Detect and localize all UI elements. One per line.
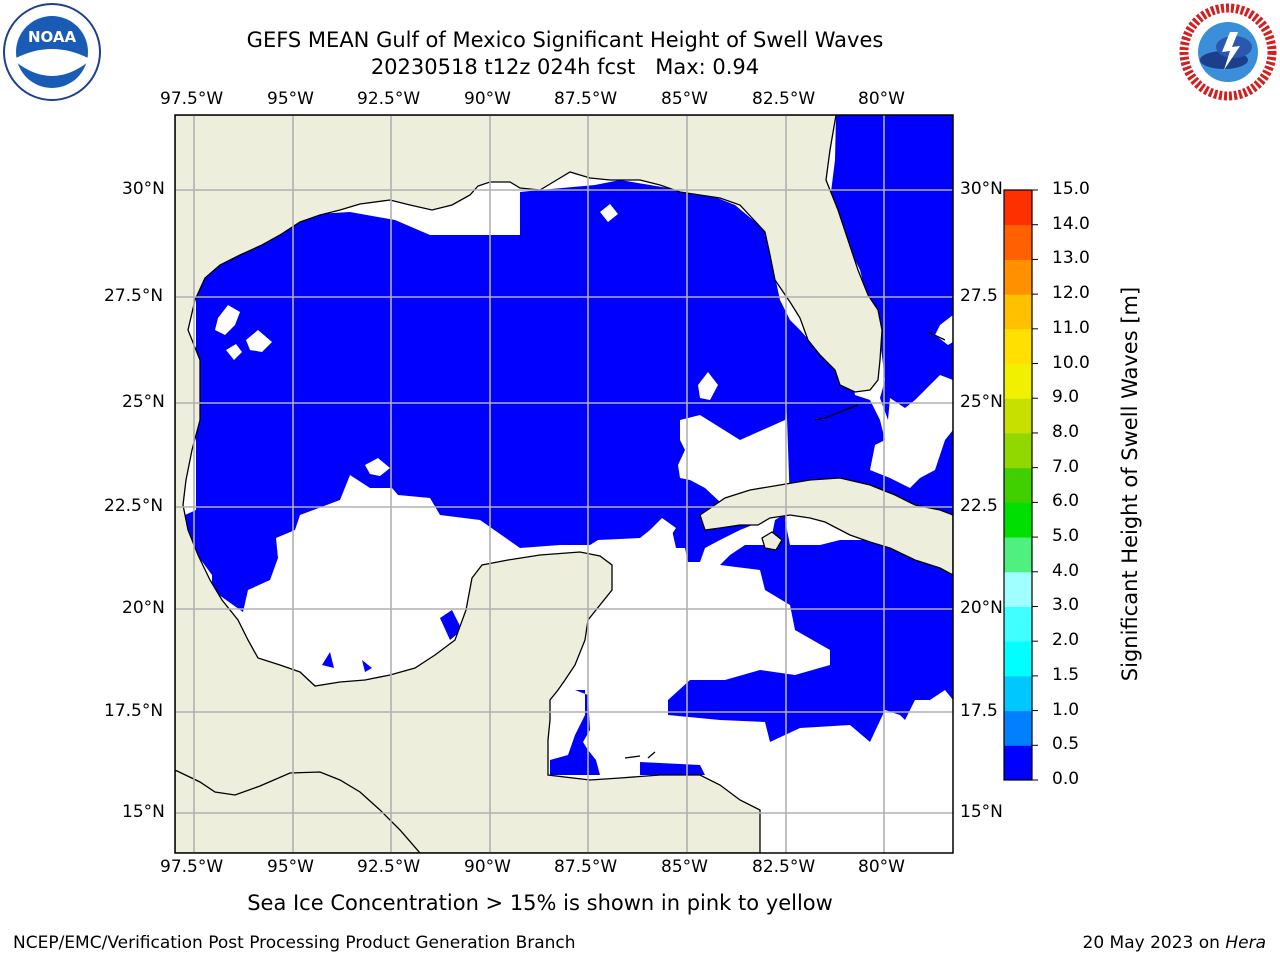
lon-label: 80°W [858, 89, 905, 109]
colorbar-segment [1004, 710, 1032, 746]
lon-label: 95°W [267, 857, 314, 877]
colorbar-tick-label: 8.0 [1052, 421, 1080, 442]
lat-label-right: 15°N [960, 802, 1003, 822]
footer-branch: NCEP/EMC/Verification Post Processing Pr… [13, 933, 576, 953]
lat-label-right: 20°N [960, 598, 1003, 618]
lat-label: 15°N [122, 802, 165, 822]
colorbar-segment [1004, 745, 1032, 781]
lon-label: 95°W [267, 89, 314, 109]
lon-label: 97.5°W [160, 89, 224, 109]
colorbar-tick-label: 11.0 [1052, 317, 1090, 338]
lon-label: 90°W [464, 857, 511, 877]
map-subtitle: 20230518 t12z 024h fcst Max: 0.94 [370, 55, 760, 79]
colorbar-tick-label: 9.0 [1052, 387, 1080, 408]
lat-label: 27.5°N [104, 286, 164, 306]
footer-machine: Hera [1225, 933, 1266, 953]
lon-label: 80°W [858, 857, 905, 877]
colorbar-tick-label: 10.0 [1052, 352, 1090, 373]
footer-date-text: 20 May 2023 on [1082, 933, 1226, 953]
colorbar-segment [1004, 328, 1032, 365]
lat-label-right: 30°N [960, 179, 1003, 199]
lon-label: 97.5°W [160, 857, 224, 877]
colorbar-frame [1003, 189, 1033, 781]
colorbar-tick-label: 13.0 [1052, 248, 1090, 269]
colorbar-label: Significant Height of Swell Waves [m] [1118, 286, 1142, 682]
lon-label: 85°W [661, 857, 708, 877]
colorbar-tick-label: 6.0 [1052, 491, 1080, 512]
colorbar-tick-label: 0.5 [1052, 734, 1080, 755]
lon-label: 87.5°W [554, 89, 618, 109]
graticule [175, 115, 953, 853]
lon-label: 85°W [661, 89, 708, 109]
lat-label: 22.5°N [104, 496, 164, 516]
colorbar-segment [1004, 259, 1032, 295]
colorbar-segment [1004, 467, 1032, 503]
colorbar [1003, 189, 1038, 781]
noaa-logo-text: NOAA [28, 28, 77, 46]
colorbar-tick-label: 12.0 [1052, 283, 1090, 304]
colorbar-tick-label: 1.5 [1052, 664, 1080, 685]
lon-label: 82.5°W [752, 857, 816, 877]
colorbar-segment [1004, 502, 1032, 538]
lat-label-right: 17.5 [960, 701, 998, 721]
colorbar-tick-label: 0.0 [1052, 769, 1080, 789]
land-masses [175, 115, 953, 853]
lat-label: 30°N [122, 179, 165, 199]
colorbar-segment [1004, 537, 1032, 573]
lat-label-right: 27.5 [960, 286, 998, 306]
noaa-logo: NOAA [3, 3, 101, 101]
colorbar-segment [1004, 398, 1032, 434]
lat-label: 20°N [122, 598, 165, 618]
map-frame [174, 114, 954, 854]
colorbar-tick-label: 1.0 [1052, 699, 1080, 720]
colorbar-tick-label: 7.0 [1052, 456, 1080, 477]
lon-label: 90°W [464, 89, 511, 109]
colorbar-segment [1004, 294, 1032, 330]
lat-label-right: 25°N [960, 392, 1003, 412]
map-title: GEFS MEAN Gulf of Mexico Significant Hei… [246, 28, 884, 52]
lat-label: 17.5°N [104, 701, 164, 721]
lat-label: 25°N [122, 392, 165, 412]
lon-label: 87.5°W [554, 857, 618, 877]
colorbar-segment [1004, 432, 1032, 469]
lon-label: 82.5°W [752, 89, 816, 109]
colorbar-tick-label: 5.0 [1052, 526, 1080, 547]
colorbar-segment [1004, 224, 1032, 260]
colorbar-tick-label: 4.0 [1052, 560, 1080, 581]
colorbar-tick-label: 2.0 [1052, 630, 1080, 651]
national-weather-service-logo [1179, 3, 1277, 101]
colorbar-segment [1004, 571, 1032, 607]
colorbar-segment [1004, 675, 1032, 712]
lon-label: 92.5°W [357, 857, 421, 877]
colorbar-segment [1004, 641, 1032, 677]
colorbar-tick-label: 3.0 [1052, 595, 1080, 616]
sea-ice-note: Sea Ice Concentration > 15% is shown in … [247, 891, 833, 915]
colorbar-tick-label: 15.0 [1052, 179, 1090, 199]
lat-label-right: 22.5 [960, 496, 998, 516]
colorbar-tick-label: 14.0 [1052, 213, 1090, 234]
colorbar-segment [1004, 190, 1032, 226]
colorbar-segment [1004, 606, 1032, 642]
colorbar-segment [1004, 363, 1032, 399]
footer-date: 20 May 2023 on Hera [1083, 933, 1267, 953]
lon-label: 92.5°W [357, 89, 421, 109]
